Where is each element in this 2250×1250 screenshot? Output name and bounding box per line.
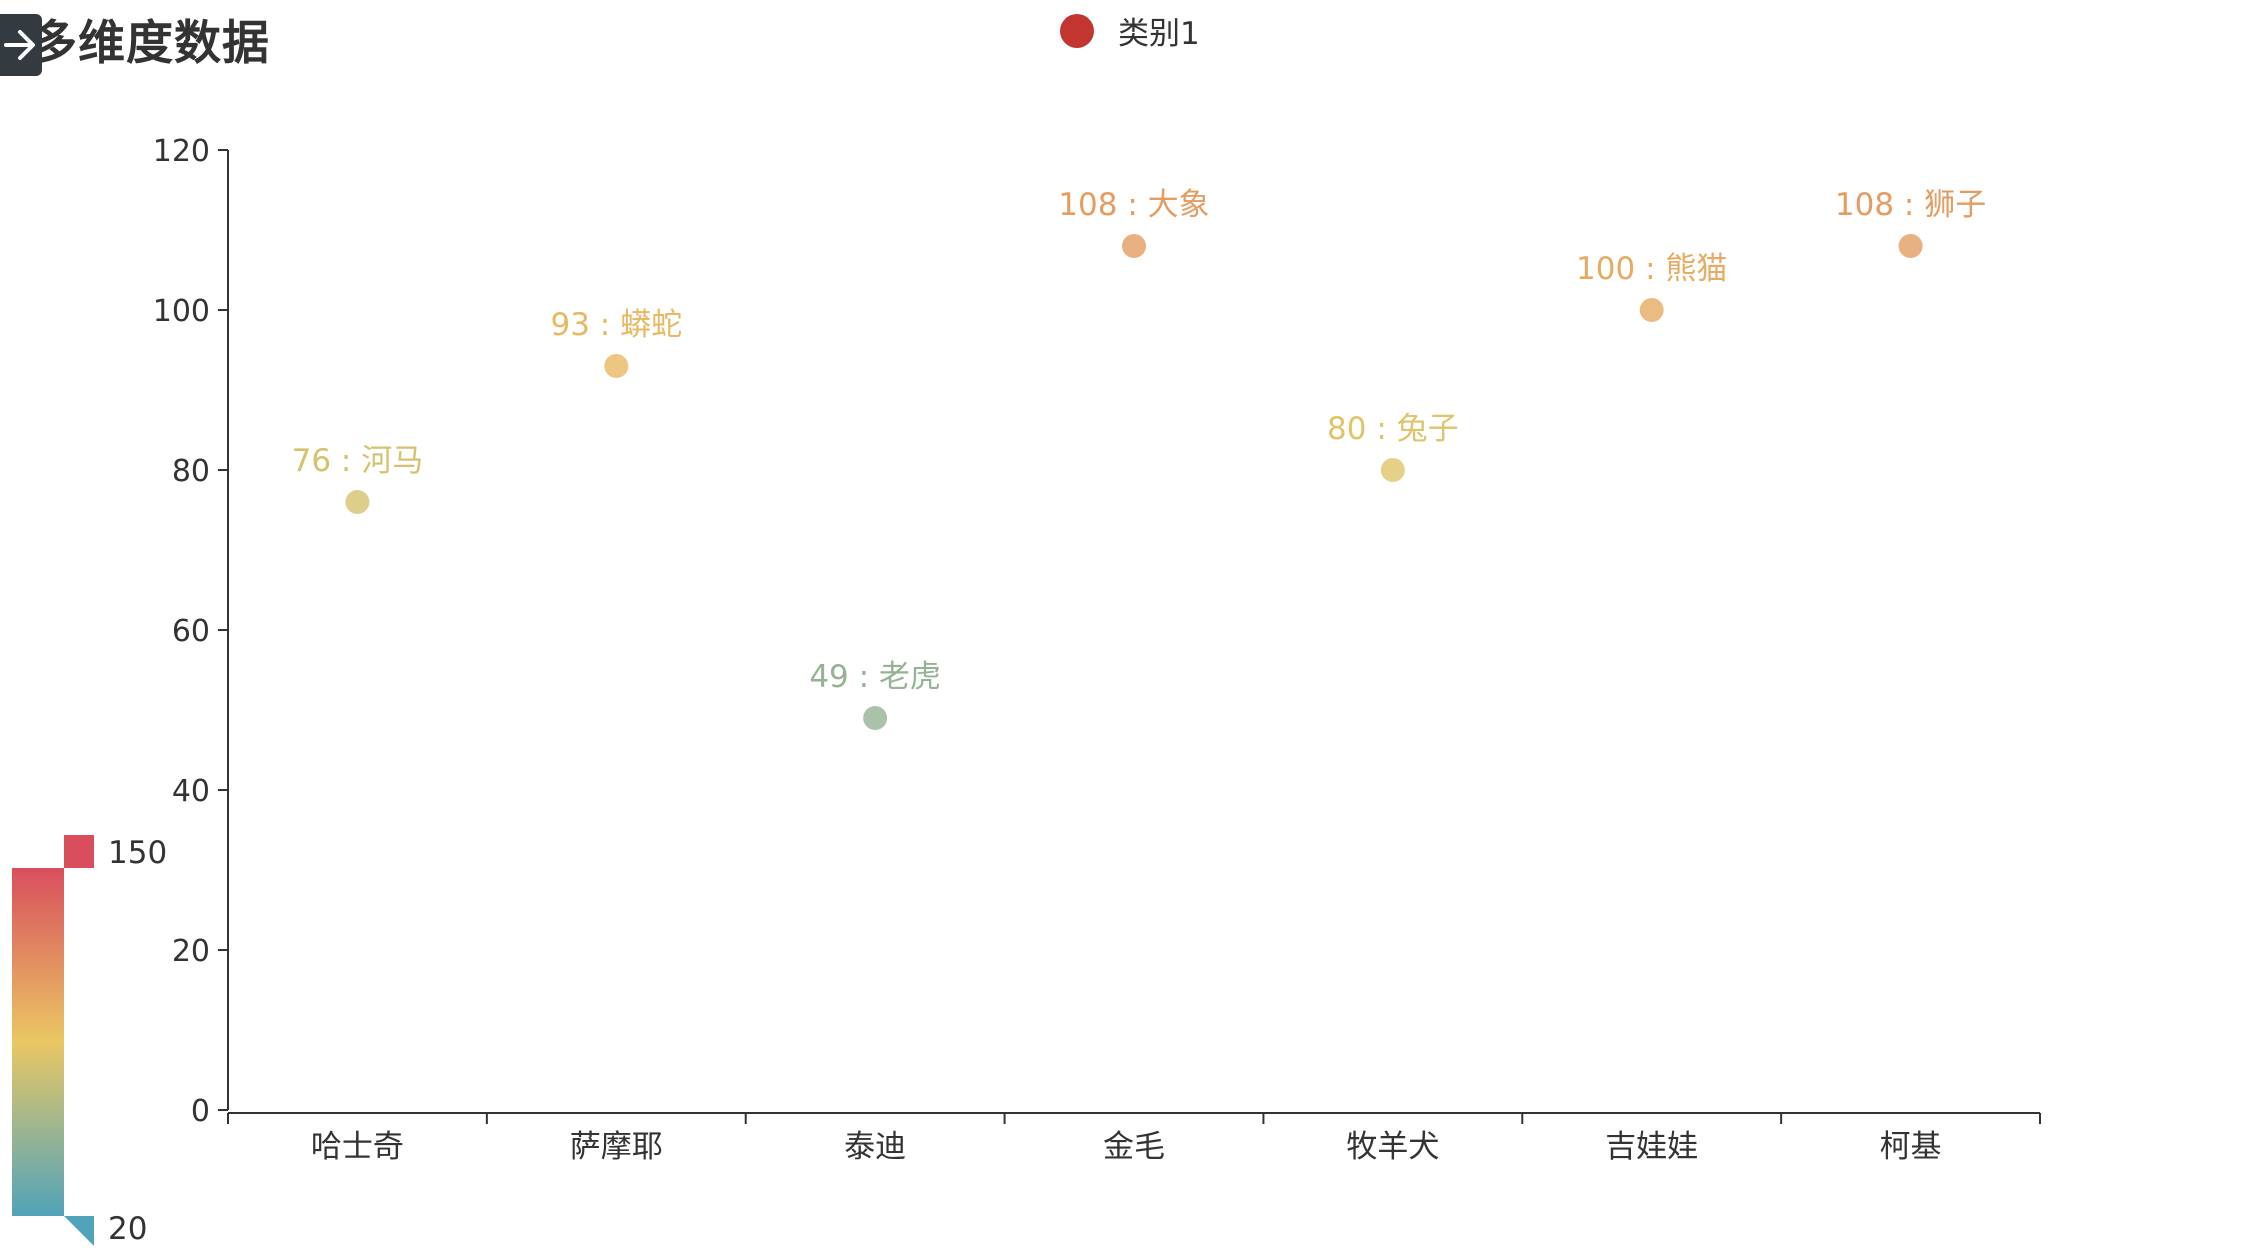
arrow-right-icon xyxy=(4,30,35,60)
y-tick-label: 60 xyxy=(172,614,210,649)
y-tick-label: 100 xyxy=(153,294,210,329)
x-tick-label: 哈士奇 xyxy=(311,1129,404,1165)
visual-map-top-handle-tip xyxy=(64,835,94,868)
x-tick-label: 牧羊犬 xyxy=(1346,1129,1439,1165)
chart-legend[interactable]: 类别1 xyxy=(1060,8,1200,53)
data-point xyxy=(604,354,629,378)
x-tick-label: 泰迪 xyxy=(844,1129,906,1165)
data-point xyxy=(345,490,370,514)
data-point xyxy=(1380,458,1405,482)
legend-label: 类别1 xyxy=(1118,16,1200,52)
sidebar-toggle-button[interactable] xyxy=(0,14,42,76)
x-tick-label: 柯基 xyxy=(1880,1129,1942,1165)
legend-marker xyxy=(1060,13,1094,48)
data-label: 108 : 大象 xyxy=(1058,187,1209,223)
data-label: 76 : 河马 xyxy=(292,443,424,479)
data-point xyxy=(1639,298,1664,322)
data-label: 108 : 狮子 xyxy=(1835,187,1986,223)
data-point xyxy=(1898,234,1923,258)
page-title: 多维度数据 xyxy=(30,16,270,71)
data-label: 80 : 兔子 xyxy=(1327,411,1459,447)
visual-map-min-label: 20 xyxy=(108,1211,147,1247)
y-tick-label: 120 xyxy=(153,134,210,169)
visual-map-max-label: 150 xyxy=(108,835,167,871)
y-tick-label: 40 xyxy=(172,774,210,809)
x-tick-label: 萨摩耶 xyxy=(570,1129,663,1165)
y-tick-label: 80 xyxy=(172,454,210,489)
visual-map-bottom-handle xyxy=(64,1216,94,1246)
data-point xyxy=(1122,234,1146,258)
data-label: 49 : 老虎 xyxy=(809,659,941,695)
data-label: 93 : 蟒蛇 xyxy=(550,307,682,343)
data-point xyxy=(863,706,888,730)
x-tick-label: 金毛 xyxy=(1103,1129,1165,1165)
x-tick-label: 吉娃娃 xyxy=(1605,1129,1698,1165)
y-tick-label: 20 xyxy=(172,934,210,969)
data-label: 100 : 熊猫 xyxy=(1576,251,1727,287)
y-tick-label: 0 xyxy=(191,1094,210,1129)
visual-map-bar xyxy=(12,868,64,1216)
